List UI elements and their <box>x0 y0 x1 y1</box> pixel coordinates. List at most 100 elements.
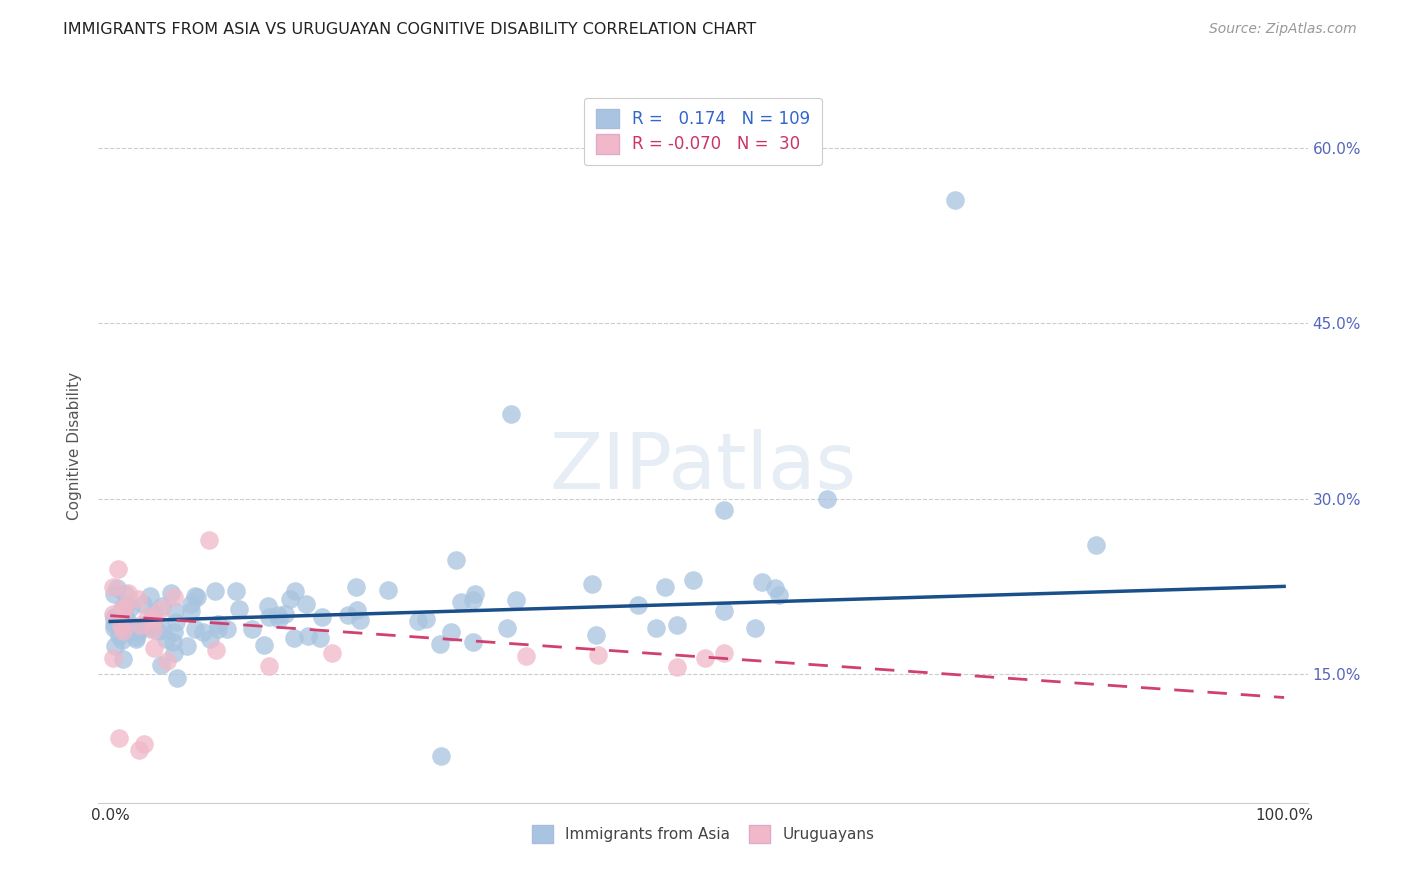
Point <box>101 650 124 665</box>
Point <box>105 581 128 595</box>
Point <box>114 598 136 612</box>
Legend: Immigrants from Asia, Uruguayans: Immigrants from Asia, Uruguayans <box>526 819 880 848</box>
Point <box>150 657 173 672</box>
Point <box>142 623 165 637</box>
Point <box>155 632 177 646</box>
Point <box>139 621 162 635</box>
Y-axis label: Cognitive Disability: Cognitive Disability <box>67 372 83 520</box>
Point <box>269 612 291 626</box>
Point <box>204 584 226 599</box>
Point <box>311 610 333 624</box>
Point <box>586 648 609 662</box>
Point <box>107 562 129 576</box>
Point <box>176 639 198 653</box>
Point <box>501 408 523 422</box>
Point <box>110 609 132 624</box>
Point <box>713 603 735 617</box>
Point <box>112 651 135 665</box>
Point <box>127 624 149 638</box>
Point <box>682 573 704 587</box>
Point <box>294 597 316 611</box>
Point <box>139 589 162 603</box>
Point <box>444 553 467 567</box>
Point <box>198 632 221 646</box>
Point <box>150 601 173 615</box>
Point <box>751 575 773 590</box>
Point <box>180 597 202 611</box>
Point <box>645 621 668 635</box>
Point <box>228 602 250 616</box>
Point <box>815 491 838 506</box>
Point <box>713 503 735 517</box>
Point <box>274 607 297 621</box>
Text: ZIPatlas: ZIPatlas <box>550 429 856 506</box>
Point <box>152 623 174 637</box>
Point <box>180 604 202 618</box>
Point <box>143 640 166 655</box>
Point <box>184 622 207 636</box>
Point <box>284 583 307 598</box>
Point <box>111 633 134 648</box>
Point <box>120 600 142 615</box>
Point <box>104 640 127 654</box>
Point <box>429 637 451 651</box>
Point <box>103 609 125 624</box>
Point <box>768 588 790 602</box>
Point <box>461 593 484 607</box>
Point <box>110 619 132 633</box>
Point <box>377 582 399 597</box>
Point <box>142 606 165 620</box>
Point <box>184 589 207 603</box>
Point <box>128 743 150 757</box>
Point <box>945 194 967 208</box>
Point <box>163 646 186 660</box>
Point <box>103 587 125 601</box>
Point <box>125 632 148 647</box>
Point <box>278 592 301 607</box>
Point <box>111 600 134 615</box>
Point <box>117 585 139 599</box>
Point <box>225 584 247 599</box>
Point <box>283 631 305 645</box>
Point <box>132 737 155 751</box>
Point <box>495 621 517 635</box>
Point <box>166 671 188 685</box>
Point <box>129 617 152 632</box>
Point <box>581 577 603 591</box>
Point <box>406 615 429 629</box>
Point <box>191 625 214 640</box>
Point <box>105 616 128 631</box>
Point <box>111 624 134 638</box>
Point <box>344 580 367 594</box>
Point <box>163 590 186 604</box>
Point <box>103 611 125 625</box>
Point <box>215 623 238 637</box>
Point <box>112 601 135 615</box>
Point <box>654 581 676 595</box>
Point <box>763 581 786 595</box>
Point <box>186 590 208 604</box>
Point <box>321 646 343 660</box>
Point <box>461 635 484 649</box>
Point <box>115 613 138 627</box>
Point <box>1085 538 1108 552</box>
Point <box>165 615 187 630</box>
Point <box>125 622 148 636</box>
Point <box>159 586 181 600</box>
Point <box>108 731 131 746</box>
Point <box>257 658 280 673</box>
Point <box>713 646 735 660</box>
Point <box>162 634 184 648</box>
Point <box>108 629 131 643</box>
Point <box>515 648 537 663</box>
Point <box>308 632 330 646</box>
Point <box>430 749 453 764</box>
Point <box>103 616 125 631</box>
Point <box>136 609 159 624</box>
Point <box>207 622 229 636</box>
Point <box>114 587 136 601</box>
Point <box>125 630 148 644</box>
Point <box>198 533 221 547</box>
Point <box>103 621 125 635</box>
Point <box>744 621 766 635</box>
